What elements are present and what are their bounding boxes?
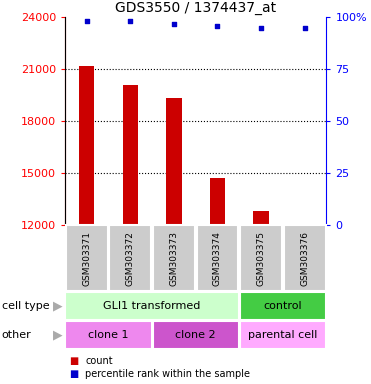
Bar	[253, 211, 269, 225]
Text: other: other	[2, 330, 32, 340]
Text: count: count	[85, 356, 113, 366]
Bar	[153, 225, 195, 291]
Text: ▶: ▶	[53, 300, 62, 313]
Text: ▶: ▶	[53, 329, 62, 341]
Bar	[284, 225, 326, 291]
Point	[84, 18, 90, 25]
Text: GSM303372: GSM303372	[126, 231, 135, 286]
Text: GSM303371: GSM303371	[82, 231, 91, 286]
Bar	[79, 66, 94, 225]
Text: GSM303373: GSM303373	[170, 231, 178, 286]
Point	[302, 25, 308, 31]
Bar	[297, 224, 312, 225]
Bar	[66, 225, 108, 291]
Text: GSM303376: GSM303376	[300, 231, 309, 286]
Text: ■: ■	[69, 356, 78, 366]
Bar	[240, 225, 282, 291]
Point	[127, 18, 133, 25]
Bar	[152, 321, 239, 349]
Text: GSM303374: GSM303374	[213, 231, 222, 286]
Bar	[240, 293, 326, 320]
Bar	[166, 99, 181, 225]
Bar	[210, 178, 225, 225]
Text: clone 1: clone 1	[88, 330, 129, 340]
Text: GSM303375: GSM303375	[257, 231, 266, 286]
Title: GDS3550 / 1374437_at: GDS3550 / 1374437_at	[115, 1, 276, 15]
Text: control: control	[263, 301, 302, 311]
Text: cell type: cell type	[2, 301, 49, 311]
Text: ■: ■	[69, 369, 78, 379]
Bar	[65, 321, 152, 349]
Point	[171, 20, 177, 26]
Text: parental cell: parental cell	[248, 330, 318, 340]
Bar	[123, 85, 138, 225]
Point	[258, 25, 264, 31]
Bar	[240, 321, 326, 349]
Point	[214, 23, 220, 29]
Bar	[197, 225, 239, 291]
Bar	[109, 225, 151, 291]
Text: GLI1 transformed: GLI1 transformed	[104, 301, 201, 311]
Bar	[65, 293, 239, 320]
Text: percentile rank within the sample: percentile rank within the sample	[85, 369, 250, 379]
Text: clone 2: clone 2	[175, 330, 216, 340]
